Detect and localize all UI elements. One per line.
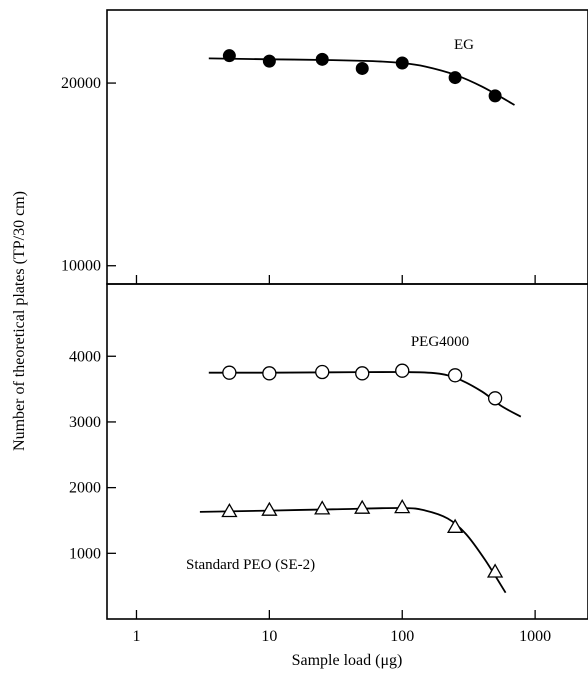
upper-axis-ticks bbox=[107, 82, 536, 284]
upper-y-tick-label-10000: 10000 bbox=[61, 258, 101, 275]
peg4000-data-point bbox=[315, 364, 330, 380]
lower-y-tick-label-4000: 4000 bbox=[69, 348, 101, 365]
peg4000-data-point bbox=[355, 366, 370, 381]
standard-peo-se-2-data-point bbox=[354, 499, 371, 514]
x-tick-label-100: 100 bbox=[390, 628, 414, 645]
peg4000-data-point bbox=[395, 363, 410, 378]
x-tick-label-1000: 1000 bbox=[519, 628, 551, 645]
lower-panel: 1000 2000 3000 4000 PEG4000 Standard PEO (S… bbox=[69, 283, 588, 620]
series-label-standard-peo: Standard PEO (SE-2) bbox=[186, 557, 315, 573]
peg4000-data-point bbox=[447, 368, 463, 383]
lower-plot-frame bbox=[106, 283, 588, 620]
eg-data-point bbox=[488, 89, 502, 103]
x-axis-label: Sample load (μg) bbox=[292, 652, 403, 669]
lower-y-tick-label-2000: 2000 bbox=[69, 480, 101, 497]
standard-peo-se-2-data-point bbox=[314, 500, 331, 515]
x-tick-label-1: 1 bbox=[132, 628, 140, 645]
x-tick-label-10: 10 bbox=[261, 628, 277, 645]
standard-peo-se-2-data-point bbox=[394, 498, 411, 514]
series-label-eg: EG bbox=[454, 37, 474, 53]
upper-series-group bbox=[208, 49, 515, 106]
upper-y-tick-label-20000: 20000 bbox=[61, 75, 101, 92]
lower-y-tick-labels: 1000 2000 3000 4000 bbox=[69, 348, 101, 562]
lower-axis-ticks bbox=[107, 355, 536, 619]
eg-data-point bbox=[262, 54, 276, 68]
eg-data-point bbox=[315, 52, 329, 66]
y-axis-label: Number of theoretical plates (TP/30 cm) bbox=[11, 191, 28, 451]
upper-y-tick-labels: 10000 20000 bbox=[61, 75, 101, 275]
peg4000-data-point bbox=[487, 391, 503, 406]
standard-peo-se-2-fit-line bbox=[199, 507, 507, 594]
peg4000-data-point bbox=[222, 365, 237, 380]
lower-y-tick-label-1000: 1000 bbox=[69, 545, 101, 562]
lower-y-tick-label-3000: 3000 bbox=[69, 414, 101, 431]
x-tick-labels: 1 10 100 1000 bbox=[132, 628, 551, 645]
eg-data-point bbox=[448, 71, 462, 85]
standard-peo-se-2-data-point bbox=[446, 518, 464, 533]
eg-data-point bbox=[395, 56, 409, 70]
eg-data-point bbox=[222, 49, 236, 63]
lower-series-group bbox=[199, 363, 522, 594]
standard-peo-se-2-data-point bbox=[486, 563, 504, 578]
upper-panel: 10000 20000 EG bbox=[61, 9, 588, 285]
series-label-peg4000: PEG4000 bbox=[411, 334, 469, 350]
standard-peo-se-2-data-point bbox=[261, 501, 278, 516]
upper-plot-frame bbox=[106, 9, 588, 285]
eg-data-point bbox=[355, 61, 369, 75]
peg4000-data-point bbox=[262, 366, 277, 381]
standard-peo-se-2-data-point bbox=[221, 502, 238, 518]
